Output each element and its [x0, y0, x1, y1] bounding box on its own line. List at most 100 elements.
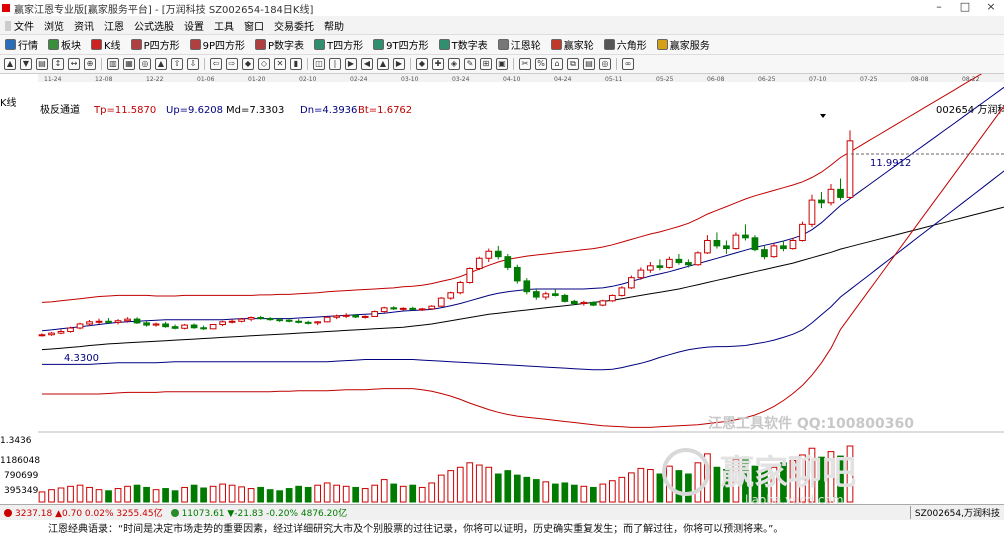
candle-body	[200, 327, 207, 330]
date-tick-label: 06-25	[758, 76, 776, 83]
candle-body	[437, 297, 445, 307]
drawing-tool-icon-34[interactable]: ▤	[583, 58, 595, 70]
drawing-tool-icon-23[interactable]: ▶	[393, 58, 405, 70]
volume-bar	[200, 487, 207, 503]
drawing-tool-icon-19[interactable]: |	[329, 58, 341, 70]
date-tick-label: 05-11	[605, 76, 623, 83]
drawing-tool-icon-12[interactable]: ⇦	[210, 58, 222, 70]
candle-body	[761, 249, 768, 258]
menu-item-6[interactable]: 工具	[214, 21, 234, 33]
indicator-md: Md=7.3303	[226, 105, 284, 116]
toolbar-button-9[interactable]: 江恩轮	[493, 37, 546, 52]
drawing-tool-icon-28[interactable]: ⊞	[480, 58, 492, 70]
drawing-tool-icon-16[interactable]: ✕	[274, 58, 286, 70]
menu-item-8[interactable]: 交易委托	[274, 21, 314, 33]
volume-bar	[742, 456, 749, 503]
toolbar-button-1[interactable]: 板块	[43, 37, 86, 52]
date-tick-label: 07-25	[860, 76, 878, 83]
volume-bar	[304, 486, 312, 503]
toolbar-button-5[interactable]: P数字表	[250, 37, 309, 52]
drawing-tool-icon-5[interactable]: ⊕	[84, 58, 96, 70]
drawing-tool-icon-29[interactable]: ▣	[496, 58, 508, 70]
drawing-tool-icon-24[interactable]: ◆	[416, 58, 428, 70]
drawing-tool-icon-27[interactable]: ✎	[464, 58, 476, 70]
drawing-tool-icon-1[interactable]: ▼	[20, 58, 32, 70]
toolbar-button-11[interactable]: 六角形	[599, 37, 652, 52]
menu-item-4[interactable]: 公式选股	[134, 21, 174, 33]
drawing-tool-icon-36[interactable]: ∞	[622, 58, 634, 70]
menu-item-2[interactable]: 资讯	[74, 21, 94, 33]
volume-bar	[589, 486, 597, 503]
kline-chart[interactable]: 11-24 12-08 12-22 01-06 01-20 02-10 02-24 03-10…	[0, 59, 1004, 507]
menu-item-1[interactable]: 浏览	[44, 21, 64, 33]
menu-item-5[interactable]: 设置	[184, 21, 204, 33]
drawing-tool-icon-10[interactable]: ⇧	[171, 58, 183, 70]
drawing-tool-icon-32[interactable]: ⌂	[551, 58, 563, 70]
volume-axis-label-2: 790699	[4, 471, 39, 481]
drawing-tool-icon-25[interactable]: ✚	[432, 58, 444, 70]
volume-bar	[219, 483, 226, 503]
toolbar-label: 板块	[61, 41, 81, 52]
volume-bar	[532, 479, 540, 503]
cursor-marker-icon	[820, 114, 826, 118]
sh-index[interactable]: 3237.18 ▲0.70 0.02% 3255.45亿	[0, 506, 167, 519]
volume-bar	[390, 483, 398, 503]
low-price-label: 4.3300	[64, 353, 99, 364]
minimize-icon[interactable]: –	[936, 0, 942, 13]
drawing-tool-icon-11[interactable]: ⇩	[187, 58, 199, 70]
candle-body	[532, 291, 540, 298]
drawing-tool-icon-18[interactable]: ◫	[313, 58, 325, 70]
toolbar-button-2[interactable]: K线	[86, 37, 126, 52]
drawing-tool-icon-33[interactable]: ⧉	[567, 58, 579, 70]
volume-bar	[837, 455, 844, 503]
drawing-tool-icon-22[interactable]: ▲	[377, 58, 389, 70]
menu-item-7[interactable]: 窗口	[244, 21, 264, 33]
drawing-tool-icon-31[interactable]: %	[535, 58, 547, 70]
candle-body	[105, 320, 112, 323]
drawing-tool-icon-8[interactable]: ◎	[139, 58, 151, 70]
maximize-icon[interactable]: □	[959, 0, 971, 13]
kline-chart-svg[interactable]: 11-24 12-08 12-22 01-06 01-20 02-10 02-24 03-10…	[0, 59, 1004, 507]
current-stock[interactable]: SZ002654,万润科技	[909, 506, 1004, 519]
drawing-tool-icon-9[interactable]: ▲	[155, 58, 167, 70]
volume-bar	[209, 485, 217, 503]
volume-bar	[266, 489, 274, 503]
drawing-tool-icon-15[interactable]: ◇	[258, 58, 270, 70]
drawing-tool-icon-0[interactable]: ▲	[4, 58, 16, 70]
candle-body	[704, 239, 711, 254]
toolbar-button-10[interactable]: 赢家轮	[546, 37, 599, 52]
menu-item-9[interactable]: 帮助	[324, 21, 344, 33]
toolbar-button-7[interactable]: 9T四方形	[368, 37, 433, 52]
indicator-bt: Bt=1.6762	[358, 105, 412, 116]
drawing-tool-icon-14[interactable]: ◆	[242, 58, 254, 70]
menu-item-3[interactable]: 江恩	[104, 21, 124, 33]
close-icon[interactable]: ×	[986, 0, 996, 13]
toolbar-button-3[interactable]: P四方形	[126, 37, 185, 52]
toolbar-button-4[interactable]: 9P四方形	[185, 37, 250, 52]
volume-bar	[485, 466, 493, 503]
drawing-tool-icon-26[interactable]: ◈	[448, 58, 460, 70]
drawing-tool-icon-35[interactable]: ◎	[599, 58, 611, 70]
candle-body	[666, 258, 673, 268]
volume-bar	[295, 485, 303, 503]
drawing-tool-icon-30[interactable]: ✂	[519, 58, 531, 70]
toolbar-button-12[interactable]: 赢家服务	[652, 37, 715, 52]
toolbar-button-6[interactable]: T四方形	[309, 37, 368, 52]
drawing-tool-icon-6[interactable]: ▥	[107, 58, 119, 70]
toolbar-button-8[interactable]: T数字表	[434, 37, 493, 52]
date-tick-label: 08-22	[962, 76, 980, 83]
candlesticks	[38, 130, 854, 337]
menu-item-0[interactable]: 文件	[0, 18, 39, 33]
indicator-name: 极反通道	[40, 103, 80, 116]
drawing-tool-icon-4[interactable]: ↔	[68, 58, 80, 70]
drawing-tool-icon-2[interactable]: ▤	[36, 58, 48, 70]
drawing-tool-icon-20[interactable]: ▶	[345, 58, 357, 70]
toolbar-button-0[interactable]: 行情	[0, 37, 43, 52]
drawing-tool-icon-21[interactable]: ◀	[361, 58, 373, 70]
drawing-tool-icon-3[interactable]: ↕	[52, 58, 64, 70]
drawing-tool-icon-13[interactable]: ⇨	[226, 58, 238, 70]
sz-index[interactable]: 11073.61 ▼-21.83 -0.20% 4876.20亿	[167, 506, 352, 519]
drawing-tool-icon-17[interactable]: ▮	[290, 58, 302, 70]
candle-body	[323, 316, 331, 323]
drawing-tool-icon-7[interactable]: ▦	[123, 58, 135, 70]
